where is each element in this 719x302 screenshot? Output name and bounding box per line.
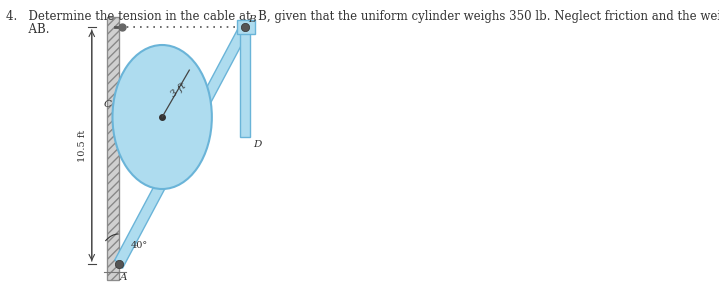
Text: A: A — [120, 273, 127, 282]
Text: B: B — [248, 15, 255, 24]
Polygon shape — [115, 23, 249, 268]
Bar — [107, 17, 119, 280]
Text: AB.: AB. — [6, 23, 49, 36]
Polygon shape — [240, 27, 249, 137]
Text: 40°: 40° — [131, 241, 148, 250]
Text: 10.5 ft: 10.5 ft — [78, 129, 86, 162]
Text: C: C — [104, 100, 111, 109]
Polygon shape — [237, 20, 255, 34]
Text: 4.   Determine the tension in the cable at  B, given that the uniform cylinder w: 4. Determine the tension in the cable at… — [6, 10, 719, 23]
Text: D: D — [253, 140, 262, 149]
Bar — [107, 17, 119, 280]
Text: 3 ft: 3 ft — [169, 81, 188, 99]
Circle shape — [112, 45, 212, 189]
